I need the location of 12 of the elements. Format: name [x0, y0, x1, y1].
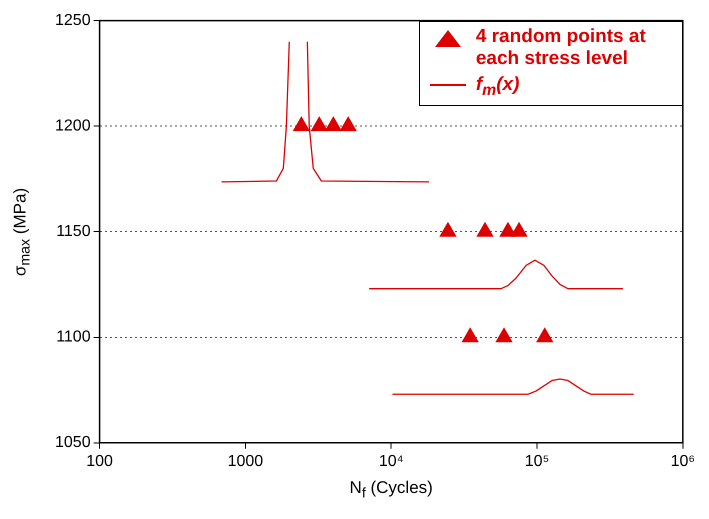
x-tick-label: 10⁵: [524, 452, 550, 470]
y-tick-label: 1050: [55, 434, 91, 452]
x-axis-title: N$_{f}$ (Cycles): [350, 478, 433, 502]
x-tick-label: 10⁴: [378, 452, 404, 470]
y-tick-label: 1150: [56, 223, 91, 240]
x-tick-label: 100: [86, 452, 114, 470]
y-tick-label: 1100: [56, 328, 91, 346]
x-tick-label: 10⁶: [670, 452, 696, 470]
legend-label: f$_{m}$(x): [476, 74, 520, 100]
y-tick-label: 1200: [55, 118, 91, 135]
y-tick-label: 1250: [55, 12, 91, 30]
x-tick-label: 1000: [228, 452, 264, 470]
